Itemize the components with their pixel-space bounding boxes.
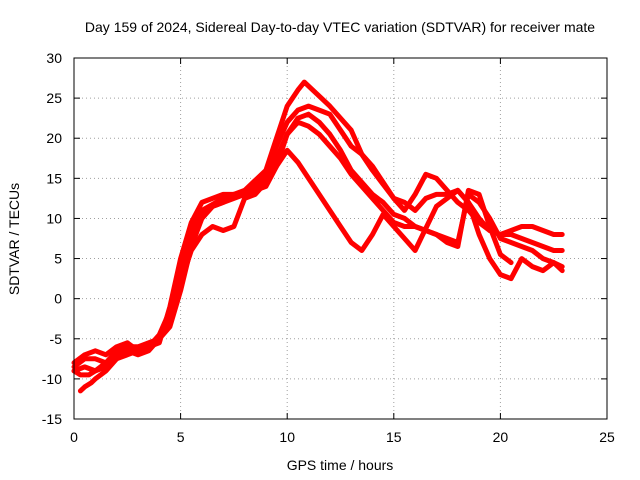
x-tick-label: 20 [493, 429, 509, 445]
y-tick-label: 25 [46, 90, 62, 106]
y-tick-label: 0 [54, 291, 62, 307]
x-tick-label: 10 [279, 429, 295, 445]
grid-layer [74, 58, 607, 419]
series-layer [71, 79, 565, 394]
y-tick-label: 10 [46, 210, 62, 226]
x-tick-label: 0 [70, 429, 78, 445]
y-tick-label: -10 [42, 371, 62, 387]
x-tick-label: 15 [386, 429, 402, 445]
x-tick-label: 25 [599, 429, 615, 445]
tick-layer: 0 5 10 15 20 25 -15 -10 -5 0 5 10 15 20 25 30 [42, 50, 615, 445]
y-tick-label: -15 [42, 411, 62, 427]
x-tick-label: 5 [177, 429, 185, 445]
series-line-track-5 [71, 147, 565, 378]
chart-title: Day 159 of 2024, Sidereal Day-to-day VTE… [85, 19, 595, 35]
series-line-track-3 [71, 111, 565, 374]
y-tick-label: -5 [50, 331, 63, 347]
series-line-track-2 [71, 103, 565, 366]
x-axis-label: GPS time / hours [287, 457, 394, 473]
y-tick-label: 15 [46, 170, 62, 186]
y-tick-label: 30 [46, 50, 62, 66]
y-tick-label: 5 [54, 251, 62, 267]
y-tick-label: 20 [46, 130, 62, 146]
y-axis-label: SDTVAR / TECUs [6, 183, 22, 295]
plot-frame [73, 57, 608, 420]
